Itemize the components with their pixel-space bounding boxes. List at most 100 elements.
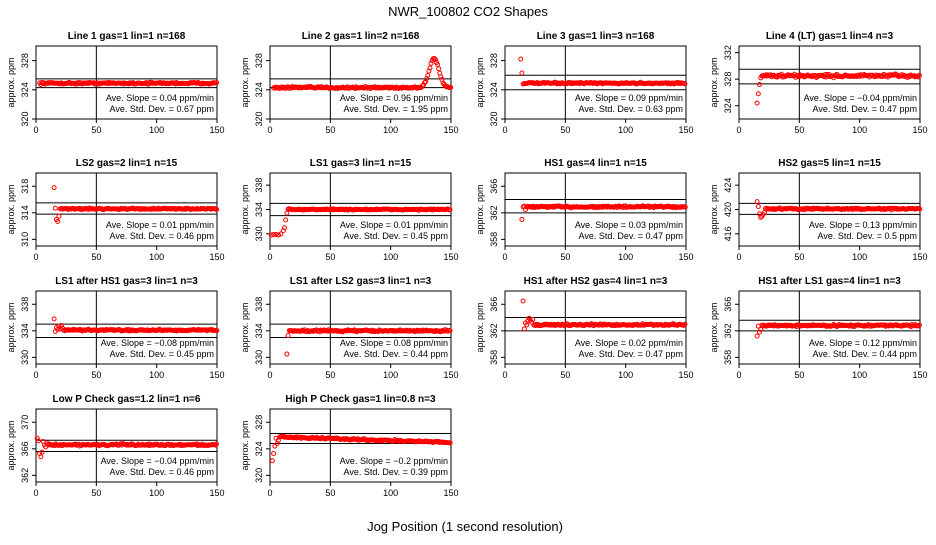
data-point	[594, 81, 600, 87]
y-tick-label: 362	[489, 323, 499, 338]
slope-annotation: Ave. Slope = −0.04 ppm/min	[804, 93, 917, 103]
slope-annotation: Ave. Slope = 0.13 ppm/min	[809, 220, 917, 230]
y-axis-label: approx. ppm	[475, 57, 485, 107]
x-tick-label: 50	[794, 370, 804, 380]
data-point	[663, 80, 669, 86]
data-point	[56, 323, 62, 329]
y-tick-label: 324	[723, 98, 733, 113]
x-tick-label: 50	[91, 370, 101, 380]
std-dev-annotation: Ave. Std. Dev. = 0.39 ppm	[344, 467, 448, 477]
slope-annotation: Ave. Slope = −0.08 ppm/min	[101, 338, 214, 348]
x-tick-label: 100	[383, 488, 398, 498]
panel-title: Low P Check gas=1.2 lin=1 n=6	[53, 394, 201, 405]
x-tick-label: 150	[443, 252, 458, 262]
plot-frame	[35, 290, 218, 365]
y-tick-label: 324	[254, 441, 264, 456]
y-tick-label: 362	[489, 205, 499, 220]
data-point	[445, 328, 451, 334]
data-point	[147, 442, 153, 448]
std-dev-annotation: Ave. Std. Dev. = 0.47 ppm	[813, 104, 917, 114]
panel-title: Line 1 gas=1 lin=1 n=168	[68, 31, 186, 42]
y-axis-label: approx. ppm	[240, 57, 250, 107]
data-point	[285, 332, 291, 338]
data-point	[312, 328, 318, 334]
std-dev-annotation: Ave. Std. Dev. = 0.46 ppm	[110, 231, 214, 241]
data-point	[214, 206, 220, 212]
data-point	[433, 327, 439, 333]
std-dev-annotation: Ave. Std. Dev. = 0.45 ppm	[110, 349, 214, 359]
data-point	[268, 232, 274, 238]
data-point	[916, 322, 922, 328]
data-point	[755, 203, 761, 209]
x-tick-label: 50	[325, 488, 335, 498]
std-dev-annotation: Ave. Std. Dev. = 0.46 ppm	[110, 467, 214, 477]
data-point	[420, 82, 426, 88]
slope-annotation: Ave. Slope = −0.2 ppm/min	[340, 456, 448, 466]
panel-title: LS1 gas=3 lin=1 n=15	[310, 158, 412, 169]
data-point	[314, 85, 320, 91]
panel-6: LS1 gas=3 lin=1 n=15 0 50 100 150 330 334 338 ap…	[240, 158, 459, 262]
panel-7: HS1 gas=4 lin=1 n=15 0 50 100 150 358 362 366 ap…	[475, 158, 694, 262]
y-axis-label: approx. ppm	[475, 302, 485, 352]
data-point	[126, 81, 132, 87]
data-point	[428, 60, 434, 66]
data-point	[278, 231, 284, 237]
y-tick-label: 358	[723, 350, 733, 365]
x-tick-label: 0	[736, 370, 741, 380]
data-point	[916, 72, 922, 78]
data-point	[55, 218, 61, 224]
data-point	[761, 210, 767, 216]
y-tick-label: 324	[20, 82, 30, 97]
slope-annotation: Ave. Slope = 0.12 ppm/min	[809, 338, 917, 348]
y-tick-label: 330	[254, 350, 264, 365]
panel-title: High P Check gas=1 lin=0.8 n=3	[285, 394, 436, 405]
data-point	[58, 323, 64, 329]
y-tick-label: 330	[254, 226, 264, 241]
y-tick-label: 328	[489, 53, 499, 68]
y-tick-label: 320	[489, 111, 499, 126]
plot-frame	[269, 408, 452, 483]
data-point	[830, 323, 836, 329]
data-point	[438, 74, 444, 80]
data-point	[281, 225, 287, 231]
panel-10: LS1 after LS2 gas=3 lin=1 n=3 0 50 100 150 33…	[240, 276, 459, 380]
std-dev-annotation: Ave. Std. Dev. = 1.95 ppm	[344, 104, 448, 114]
data-point	[56, 213, 62, 219]
data-point	[757, 81, 763, 87]
y-tick-label: 324	[254, 82, 264, 97]
panel-8: HS2 gas=5 lin=1 n=15 0 50 100 150 416 420 424 ap…	[709, 158, 928, 262]
data-point	[272, 443, 278, 449]
data-point	[72, 441, 78, 447]
data-point	[35, 438, 41, 444]
data-point	[427, 65, 433, 71]
x-tick-label: 100	[383, 370, 398, 380]
std-dev-annotation: Ave. Std. Dev. = 0.44 ppm	[344, 349, 448, 359]
data-point	[895, 73, 901, 79]
data-point	[529, 319, 535, 325]
x-tick-label: 150	[209, 125, 224, 135]
data-point	[271, 450, 277, 456]
y-axis-label: approx. ppm	[6, 420, 16, 470]
y-tick-label: 366	[489, 297, 499, 312]
data-point	[271, 231, 277, 237]
panel-title: Line 2 gas=1 lin=2 n=168	[302, 31, 420, 42]
data-point	[51, 316, 57, 322]
y-tick-label: 338	[254, 297, 264, 312]
data-point	[917, 206, 923, 212]
x-tick-label: 0	[33, 488, 38, 498]
data-point	[424, 75, 430, 81]
data-point	[214, 328, 220, 334]
data-point	[419, 328, 425, 334]
data-point	[425, 72, 431, 78]
x-tick-label: 50	[560, 370, 570, 380]
data-point	[448, 84, 454, 90]
y-tick-label: 320	[254, 111, 264, 126]
x-tick-label: 100	[618, 370, 633, 380]
std-dev-annotation: Ave. Std. Dev. = 0.47 ppm	[579, 231, 683, 241]
data-point	[39, 449, 45, 455]
panel-12: HS1 after LS1 gas=4 lin=1 n=3 0 50 100 150 35…	[709, 276, 928, 380]
data-point	[34, 435, 40, 441]
data-point	[673, 205, 679, 211]
data-point	[530, 317, 536, 323]
